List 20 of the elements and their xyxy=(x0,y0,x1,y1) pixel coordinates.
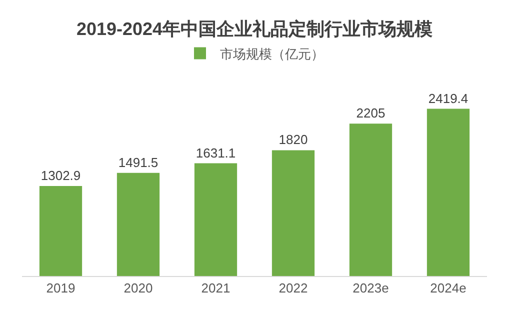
data-label: 2419.4 xyxy=(428,90,468,106)
x-tick-label: 2020 xyxy=(124,280,153,296)
x-tick-label: 2024e xyxy=(430,280,466,296)
bar xyxy=(194,163,238,276)
bar xyxy=(426,108,470,276)
data-label: 1631.1 xyxy=(196,145,236,160)
bar xyxy=(349,124,392,276)
data-label: 1302.9 xyxy=(40,168,81,183)
x-tick-label: 2021 xyxy=(201,280,230,296)
data-label: 1820 xyxy=(278,132,308,148)
x-tick-label: 2022 xyxy=(278,280,308,296)
legend-label: 市场规模（亿元） xyxy=(220,46,324,62)
bar xyxy=(116,172,160,276)
x-tick-label: 2019 xyxy=(46,280,76,296)
bar xyxy=(39,186,82,276)
data-label: 2205 xyxy=(356,106,386,121)
chart-title: 2019-2024年中国企业礼品定制行业市场规模 xyxy=(76,19,433,40)
data-label: 1491.5 xyxy=(118,154,158,170)
bar xyxy=(272,150,315,276)
x-tick-label: 2023e xyxy=(352,280,389,296)
